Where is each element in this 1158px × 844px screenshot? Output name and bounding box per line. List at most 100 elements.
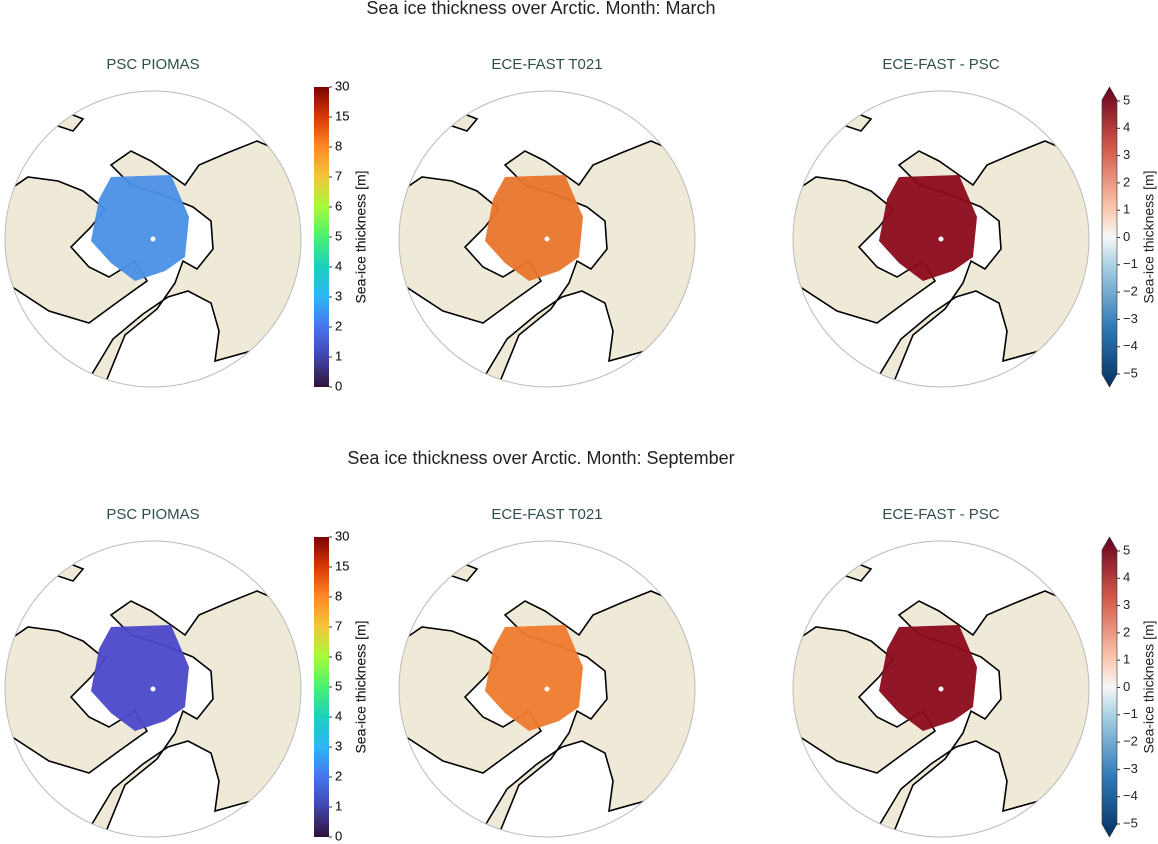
- colorbar-tick-label: 0: [335, 378, 342, 393]
- colorbar: [1101, 536, 1118, 838]
- colorbar-tick-label: 1: [1123, 202, 1130, 217]
- colorbar-label: Sea-ice thickness [m]: [1141, 620, 1157, 753]
- colorbar-tick-label: 2: [1123, 174, 1130, 189]
- map-boundary: [398, 540, 696, 838]
- colorbar-tick-label: −3: [1123, 761, 1138, 776]
- map: [398, 540, 696, 838]
- colorbar-label: Sea-ice thickness [m]: [353, 620, 369, 753]
- colorbar-tick-label: 7: [335, 618, 342, 633]
- colorbar-label: Sea-ice thickness [m]: [353, 170, 369, 303]
- colorbar-tick-label: −5: [1123, 815, 1138, 830]
- sea-ice: [485, 175, 583, 281]
- colorbar-tick-label: 30: [335, 78, 349, 93]
- colorbar-tick-label: 30: [335, 528, 349, 543]
- map: [792, 90, 1090, 388]
- map-content: [793, 110, 1089, 387]
- colorbar-tick-label: 15: [335, 108, 349, 123]
- colorbar-tick-label: 1: [335, 798, 342, 813]
- colorbar-tick-label: 5: [335, 678, 342, 693]
- colorbar-tick-label: 3: [335, 288, 342, 303]
- map: [4, 90, 302, 388]
- colorbar-tick-label: 5: [1123, 542, 1130, 557]
- colorbar-tick-label: 6: [335, 648, 342, 663]
- colorbar-tick-label: −4: [1123, 338, 1138, 353]
- map-boundary: [792, 90, 1090, 388]
- colorbar-tick-label: 15: [335, 558, 349, 573]
- map-boundary: [792, 540, 1090, 838]
- colorbar-tick-label: 8: [335, 138, 342, 153]
- map-content: [399, 560, 695, 837]
- colorbar: [314, 87, 329, 387]
- colorbar-label: Sea-ice thickness [m]: [353, 620, 369, 753]
- colorbar-tick-label: 4: [1123, 570, 1130, 585]
- colorbar-tick-label: 2: [335, 318, 342, 333]
- pole: [938, 686, 944, 692]
- sea-ice: [879, 625, 977, 731]
- colorbar-tick-label: 4: [335, 258, 342, 273]
- map: [4, 540, 302, 838]
- panel-title: ECE-FAST - PSC: [882, 506, 999, 523]
- colorbar-tick-label: 7: [335, 168, 342, 183]
- colorbar-tick-label: 15: [335, 558, 349, 573]
- colorbar-tick-label: 3: [1123, 597, 1130, 612]
- map-content: [5, 110, 301, 387]
- colorbar-tick-label: 4: [1123, 120, 1130, 135]
- colorbar-tick-label: 8: [335, 588, 342, 603]
- colorbar-tick-label: 5: [335, 228, 342, 243]
- pole: [150, 236, 156, 242]
- land: [399, 560, 695, 837]
- colorbar-tick-label: −2: [1123, 284, 1138, 299]
- colorbar-tick-label: 0: [335, 828, 342, 843]
- colorbar-tick-label: 1: [1123, 652, 1130, 667]
- colorbar-label: Sea-ice thickness [m]: [353, 170, 369, 303]
- colorbar-tick-label: 15: [335, 108, 349, 123]
- pole: [938, 236, 944, 242]
- colorbar-tick-label: 6: [335, 198, 342, 213]
- colorbar-tick-label: 30: [335, 78, 349, 93]
- sea-ice: [485, 625, 583, 731]
- colorbar-tick-label: 6: [335, 648, 342, 663]
- colorbar-tick-label: 7: [335, 168, 342, 183]
- sea-ice: [91, 625, 189, 731]
- pole: [544, 686, 550, 692]
- colorbar-tick-label: 2: [335, 768, 342, 783]
- map-boundary: [4, 540, 302, 838]
- row-title: Sea ice thickness over Arctic. Month: Se…: [347, 448, 734, 468]
- colorbar-tick-label: 8: [335, 138, 342, 153]
- panel-title: PSC PIOMAS: [106, 56, 199, 73]
- colorbar-tick-label: −4: [1123, 788, 1138, 803]
- panel-title: ECE-FAST T021: [491, 506, 602, 523]
- colorbar-label: Sea-ice thickness [m]: [1141, 170, 1157, 303]
- colorbar-tick-label: 3: [335, 738, 342, 753]
- map: [398, 90, 696, 388]
- pole: [544, 236, 550, 242]
- colorbar-tick-label: 8: [335, 588, 342, 603]
- colorbar-tick-label: 4: [335, 708, 342, 723]
- map: [792, 540, 1090, 838]
- colorbar-tick-label: 5: [335, 228, 342, 243]
- panel-title: PSC PIOMAS: [106, 506, 199, 523]
- colorbar-tick-label: 4: [335, 708, 342, 723]
- colorbar-tick-label: −1: [1123, 256, 1138, 271]
- colorbar-tick-label: 2: [335, 318, 342, 333]
- colorbar-tick-label: 1: [335, 798, 342, 813]
- map-boundary: [4, 90, 302, 388]
- colorbar-tick-label: 0: [335, 378, 342, 393]
- sea-ice: [91, 175, 189, 281]
- colorbar-tick-label: 0: [1123, 679, 1130, 694]
- pole: [150, 686, 156, 692]
- colorbar-tick-label: 0: [335, 828, 342, 843]
- colorbar-tick-label: 1: [335, 348, 342, 363]
- colorbar-tick-label: 3: [335, 738, 342, 753]
- map-boundary: [398, 90, 696, 388]
- colorbar-tick-label: 30: [335, 528, 349, 543]
- panel-title: ECE-FAST T021: [491, 56, 602, 73]
- colorbar-tick-label: −5: [1123, 365, 1138, 380]
- colorbar-tick-label: 1: [335, 348, 342, 363]
- colorbar: [1101, 86, 1118, 388]
- colorbar-tick-label: 0: [1123, 229, 1130, 244]
- colorbar-tick-label: 2: [1123, 624, 1130, 639]
- map-content: [399, 110, 695, 387]
- colorbar-tick-label: 5: [335, 678, 342, 693]
